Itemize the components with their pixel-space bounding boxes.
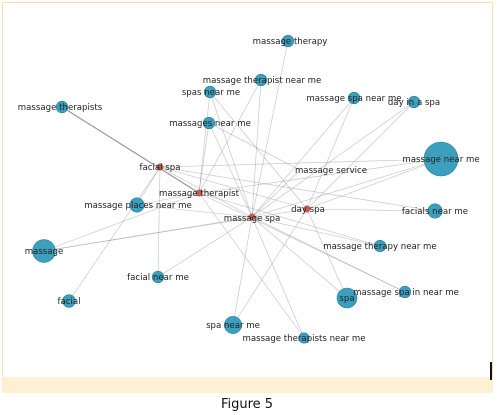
edge-massage_therapy_near_me-massage_therapist: [198, 192, 381, 247]
hub-node-day_spa: [303, 205, 311, 213]
edge-spa-massage_spa: [251, 216, 348, 299]
edge-massage_therapist_near_me-massage_therapist: [198, 79, 262, 194]
edge-spas_near_me-massage_therapist: [198, 91, 211, 194]
edge-massage_places_near_me-massage_therapist: [136, 192, 200, 206]
edge-spa_near_me-day_spa: [232, 208, 308, 326]
edge-massage_therapists_near_me-massage_spa: [251, 216, 305, 339]
label-layer: massage therapy massage therapist near me…: [18, 37, 480, 344]
edge-massage_spa_in_near_me-massage_therapist: [198, 192, 406, 293]
edge-spa-day_spa: [306, 208, 348, 299]
edge-massage-day_spa: [43, 208, 308, 252]
edge-facial_near_me-massage_spa: [157, 216, 253, 278]
edge-day_spa_in_near-massage_spa: [251, 101, 415, 218]
label-massage_service: massage service: [295, 166, 367, 176]
edge-spas_near_me-massage_spa: [209, 91, 253, 218]
edge-facials_near_me-day_spa: [306, 208, 436, 212]
hub-label-massage_spa: massage spa: [224, 214, 281, 224]
label-facial_near_me: facial near me: [127, 273, 189, 283]
label-day_spa_in_near: day in a spa: [388, 98, 440, 108]
edge-massage_therapists-massage_therapist: [61, 106, 200, 194]
figure-bottom-band: [2, 377, 493, 393]
label-massage_therapists_near_me: massage therapists near me: [242, 334, 365, 344]
label-spa_near_me: spa near me: [206, 321, 260, 331]
edge-massage_spa_near_me-massage_spa: [251, 97, 355, 218]
label-spa: spa: [339, 294, 354, 304]
label-spas_near_me: spas near me: [182, 88, 240, 98]
edge-marker: [490, 362, 492, 380]
hub-node-facial_spa: [156, 163, 164, 171]
node-massage_near_me: [423, 141, 459, 177]
label-massage_places_near_me: massage places near me: [84, 201, 192, 211]
node-massage_spa_in_near_me: [398, 285, 412, 299]
label-facial: facial: [57, 297, 80, 307]
hub-node-massage_therapist: [195, 189, 203, 197]
label-massage_therapists: massage therapists: [18, 103, 103, 113]
edge-massage_near_me-massage_spa: [251, 158, 442, 218]
node-spa_near_me: [224, 316, 242, 334]
label-massage_therapy: massage therapy: [253, 37, 328, 47]
edge-layer: [43, 40, 442, 339]
edge-facials_near_me-facial_spa: [159, 166, 436, 212]
node-massage_therapists_near_me: [298, 332, 310, 344]
hub-label-day_spa: day spa: [291, 205, 325, 215]
node-massage_therapy: [281, 34, 295, 48]
figure-caption: Figure 5: [220, 397, 274, 412]
edge-massage_near_me-day_spa: [306, 158, 442, 210]
node-spa: [336, 287, 358, 309]
figure-frame: [2, 2, 493, 392]
node-massage_spa_near_me: [347, 91, 361, 105]
label-massage_spa_near_me: massage spa near me: [306, 94, 401, 104]
edge-massage_service-massage_spa: [251, 169, 301, 218]
label-facials_near_me: facials near me: [402, 207, 468, 217]
edge-massage_places_near_me-massage_spa: [136, 204, 253, 218]
edge-massage-massage_therapist: [43, 192, 200, 252]
edge-facial-facial_spa: [68, 166, 161, 302]
hub-label-massage_therapist: massage therapist: [159, 189, 240, 199]
edge-spa_near_me-massage_spa: [232, 216, 253, 326]
node-facials_near_me: [427, 203, 443, 219]
edge-facial_near_me-facial_spa: [157, 166, 161, 278]
node-massages_near_me: [202, 116, 216, 130]
edge-massage_therapy-massage_spa: [251, 40, 289, 218]
node-massage_places_near_me: [129, 197, 145, 213]
node-massage: [32, 239, 56, 263]
edge-day_spa_in_near-day_spa: [306, 101, 415, 210]
node-facial: [62, 294, 76, 308]
node-day_spa_in_near: [407, 95, 421, 109]
hub-node-massage_spa: [248, 213, 256, 221]
label-massage_therapist_near_me: massage therapist near me: [203, 76, 322, 86]
edge-massage_near_me-facial_spa: [159, 158, 442, 168]
edge-massage_therapists_near_me-massage_therapist: [198, 192, 305, 339]
edge-massage_therapy_near_me-massage_spa: [251, 216, 381, 247]
node-massage_therapist_near_me: [254, 73, 268, 87]
edge-facial_spa-day_spa: [159, 166, 308, 210]
label-massage_near_me: massage near me: [402, 155, 479, 165]
label-massage: massage: [25, 247, 64, 257]
node-facial_near_me: [151, 270, 165, 284]
label-massage_therapy_near_me: massage therapy near me: [323, 242, 436, 252]
edge-massages_near_me-massage_service: [208, 122, 301, 171]
hub-label-facial_spa: facial spa: [140, 163, 181, 173]
node-massage_therapists: [55, 100, 69, 114]
edge-facial_spa-massage_spa: [159, 166, 253, 218]
edge-massages_near_me-massage_spa: [208, 122, 253, 218]
node-massage_therapy_near_me: [373, 239, 387, 253]
edge-massage_spa_near_me-day_spa: [306, 97, 355, 210]
label-massages_near_me: massages near me: [169, 119, 251, 129]
edge-massages_near_me-massage_therapist: [198, 122, 210, 194]
edge-massage_near_me-massage_therapist: [198, 158, 442, 194]
node-spas_near_me: [203, 85, 217, 99]
label-massage_spa_in_near_me: massage spa in near me: [353, 288, 459, 298]
node-layer: [32, 34, 459, 344]
keyword-network-graph: massage therapy massage therapist near me…: [18, 34, 480, 344]
